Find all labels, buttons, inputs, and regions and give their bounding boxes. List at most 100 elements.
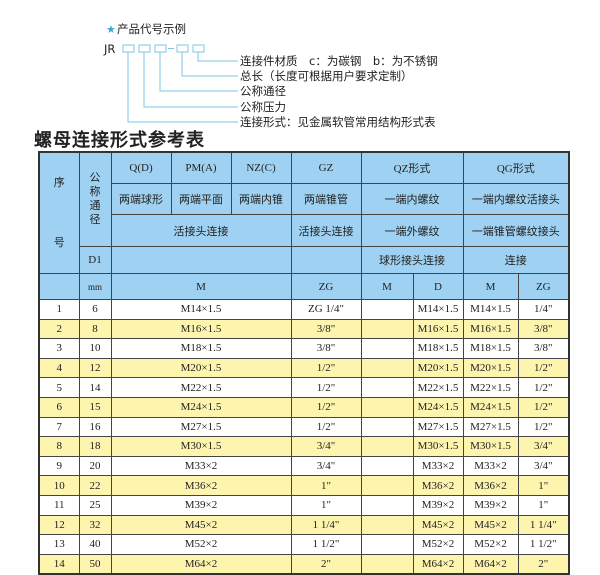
table-row: 3 10 M18×1.5 3/8" M18×1.5 M18×1.5 3/8" <box>38 338 570 359</box>
cell-zg: ZG 1/4" <box>290 299 362 320</box>
cell-dn: 20 <box>78 455 112 477</box>
cell-qg-zg: 3/8" <box>517 338 570 359</box>
cell-qz-d: M45×2 <box>412 514 464 536</box>
code-prefix: JR <box>103 42 115 56</box>
table-row: 5 14 M22×1.5 1/2" M22×1.5 M22×1.5 1/2" <box>38 377 570 398</box>
cell-qg-m: M36×2 <box>462 475 519 496</box>
cell-qz-d: M36×2 <box>412 475 464 496</box>
cell-zg: 2" <box>290 553 362 575</box>
header-qz-m: M <box>360 273 414 300</box>
cell-qg-m: M20×1.5 <box>462 357 519 379</box>
cell-dn: 10 <box>78 338 112 359</box>
cell-dn: 40 <box>78 534 112 555</box>
cell-m: M18×1.5 <box>110 338 292 359</box>
label-diameter: 公称通径 <box>240 84 286 98</box>
header-qg-conn3: 连接 <box>462 245 570 275</box>
cell-m: M27×1.5 <box>110 416 292 438</box>
cell-qg-zg: 3/8" <box>517 318 570 340</box>
header-gz-desc: 两端锥管 <box>290 182 362 216</box>
cell-m: M16×1.5 <box>110 318 292 340</box>
header-seq-cont <box>38 273 80 300</box>
cell-m: M22×1.5 <box>110 377 292 398</box>
cell-zg: 1" <box>290 494 362 516</box>
cell-qg-m: M64×2 <box>462 553 519 575</box>
table-row: 6 15 M24×1.5 1/2" M24×1.5 M24×1.5 1/2" <box>38 396 570 418</box>
header-qz: QZ形式 <box>360 151 464 184</box>
cell-qg-m: M39×2 <box>462 494 519 516</box>
table-row: 4 12 M20×1.5 1/2" M20×1.5 M20×1.5 1/2" <box>38 357 570 379</box>
cell-m: M24×1.5 <box>110 396 292 418</box>
cell-m: M33×2 <box>110 455 292 477</box>
cell-no: 2 <box>38 318 80 340</box>
cell-m: M20×1.5 <box>110 357 292 379</box>
cell-dn: 16 <box>78 416 112 438</box>
cell-qg-zg: 1/2" <box>517 357 570 379</box>
label-material: 连接件材质 c：为碳钢 b：为不锈钢 <box>240 54 438 68</box>
cell-qg-m: M27×1.5 <box>462 416 519 438</box>
header-m: M <box>110 273 292 300</box>
cell-qz-m <box>360 475 414 496</box>
cell-m: M39×2 <box>110 494 292 516</box>
cell-no: 11 <box>38 494 80 516</box>
cell-zg: 1/2" <box>290 416 362 438</box>
cell-dn: 50 <box>78 553 112 575</box>
cell-qz-m <box>360 357 414 379</box>
header-gz-blank <box>290 245 362 275</box>
header-gz: GZ <box>290 151 362 184</box>
header-qg-desc: 一端内螺纹活接头 <box>462 182 570 216</box>
cell-qg-m: M45×2 <box>462 514 519 536</box>
cell-qz-m <box>360 377 414 398</box>
cell-m: M52×2 <box>110 534 292 555</box>
header-blank <box>110 245 292 275</box>
header-qz-d: D <box>412 273 464 300</box>
cell-no: 6 <box>38 396 80 418</box>
cell-m: M45×2 <box>110 514 292 536</box>
cell-dn: 22 <box>78 475 112 496</box>
table-row: 2 8 M16×1.5 3/8" M16×1.5 M16×1.5 3/8" <box>38 318 570 340</box>
cell-zg: 3/8" <box>290 318 362 340</box>
header-qg-conn2: 一端锥管螺纹接头 <box>462 214 570 247</box>
cell-zg: 1 1/2" <box>290 534 362 555</box>
table-row: 7 16 M27×1.5 1/2" M27×1.5 M27×1.5 1/2" <box>38 416 570 438</box>
cell-qg-m: M30×1.5 <box>462 436 519 457</box>
cell-qg-zg: 1/2" <box>517 377 570 398</box>
cell-qz-d: M52×2 <box>412 534 464 555</box>
cell-qz-m <box>360 534 414 555</box>
cell-no: 14 <box>38 553 80 575</box>
cell-zg: 3/4" <box>290 436 362 457</box>
cell-qz-d: M14×1.5 <box>412 299 464 320</box>
header-gz-conn: 活接头连接 <box>290 214 362 247</box>
header-nz: NZ(C) <box>230 151 292 184</box>
table-row: 9 20 M33×2 3/4" M33×2 M33×2 3/4" <box>38 455 570 477</box>
cell-qz-m <box>360 455 414 477</box>
cell-qz-m <box>360 338 414 359</box>
cell-no: 8 <box>38 436 80 457</box>
cell-qz-m <box>360 494 414 516</box>
cell-no: 1 <box>38 299 80 320</box>
diagram-title: 产品代号示例 <box>117 22 186 36</box>
cell-qg-zg: 1/2" <box>517 416 570 438</box>
cell-m: M36×2 <box>110 475 292 496</box>
cell-dn: 25 <box>78 494 112 516</box>
label-connection: 连接形式：见金属软管常用结构形式表 <box>240 115 436 129</box>
cell-qg-zg: 3/4" <box>517 436 570 457</box>
cell-qg-m: M16×1.5 <box>462 318 519 340</box>
cell-qz-m <box>360 318 414 340</box>
cell-dn: 6 <box>78 299 112 320</box>
section-title: 螺母连接形式参考表 <box>34 130 205 151</box>
cell-no: 9 <box>38 455 80 477</box>
cell-dn: 14 <box>78 377 112 398</box>
cell-qg-m: M33×2 <box>462 455 519 477</box>
header-zg: ZG <box>290 273 362 300</box>
cell-qg-zg: 1" <box>517 475 570 496</box>
product-code-diagram: ★ 产品代号示例 JR 连接件材质 c：为碳钢 b：为不锈钢 总长（长度可根据用… <box>103 22 438 129</box>
cell-qg-m: M24×1.5 <box>462 396 519 418</box>
cell-qz-d: M64×2 <box>412 553 464 575</box>
header-nominal: 公称通径 <box>78 151 112 247</box>
cell-no: 12 <box>38 514 80 536</box>
header-mm: mm <box>78 273 112 300</box>
cell-dn: 32 <box>78 514 112 536</box>
cell-zg: 3/4" <box>290 455 362 477</box>
table-row: 8 18 M30×1.5 3/4" M30×1.5 M30×1.5 3/4" <box>38 436 570 457</box>
cell-qz-d: M39×2 <box>412 494 464 516</box>
